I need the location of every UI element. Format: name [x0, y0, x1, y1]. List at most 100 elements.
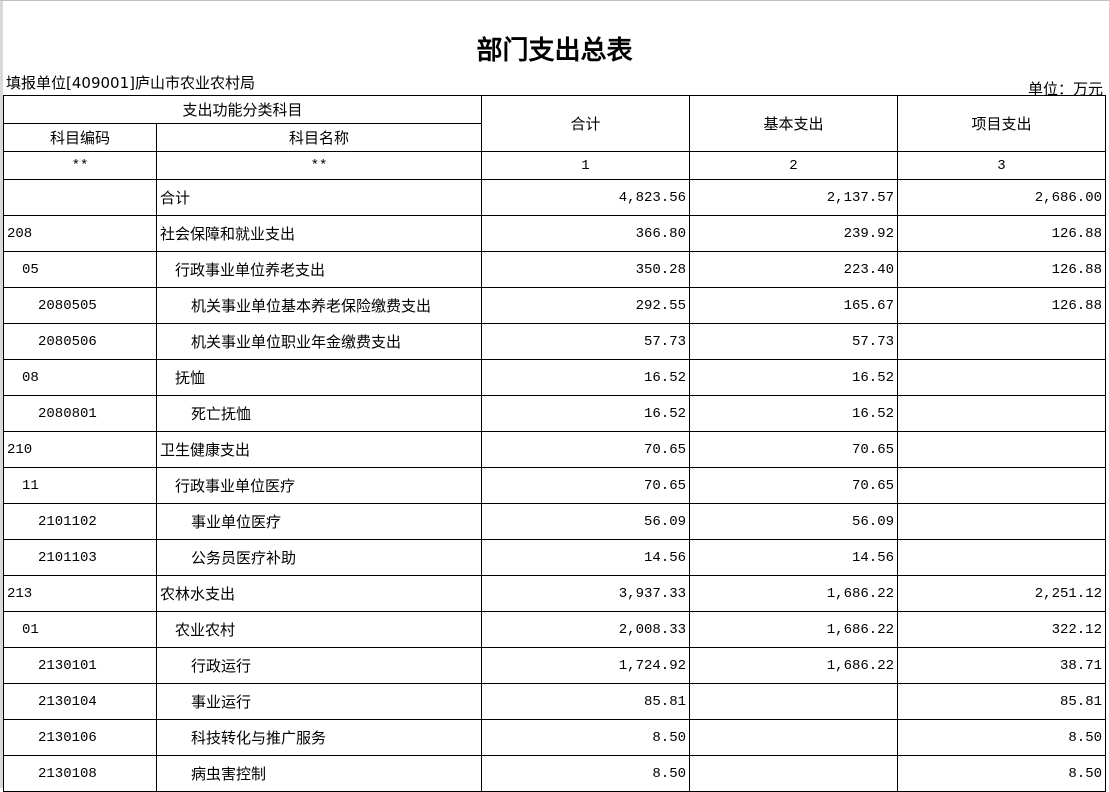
basic-cell[interactable]: 1,686.22 [689, 647, 898, 684]
table-row[interactable]: 213 农林水支出 3,937.33 1,686.22 2,251.12 [3, 575, 1106, 612]
name-cell[interactable]: 合计 [156, 179, 482, 216]
name-cell[interactable]: 卫生健康支出 [156, 431, 482, 468]
name-cell[interactable]: 事业单位医疗 [156, 503, 482, 540]
code-cell[interactable]: 2130104 [3, 683, 157, 720]
project-cell[interactable]: 85.81 [897, 683, 1106, 720]
project-cell[interactable]: 126.88 [897, 251, 1106, 288]
name-cell[interactable]: 公务员医疗补助 [156, 539, 482, 576]
basic-cell[interactable]: 16.52 [689, 395, 898, 432]
total-cell[interactable]: 350.28 [481, 251, 690, 288]
total-cell[interactable]: 2,008.33 [481, 611, 690, 648]
code-cell[interactable]: 213 [3, 575, 157, 612]
basic-cell[interactable]: 57.73 [689, 323, 898, 360]
basic-cell[interactable]: 70.65 [689, 467, 898, 504]
total-cell[interactable]: 3,937.33 [481, 575, 690, 612]
total-cell[interactable]: 8.50 [481, 755, 690, 792]
project-cell[interactable]: 2,686.00 [897, 179, 1106, 216]
total-cell[interactable]: 8.50 [481, 719, 690, 756]
basic-cell[interactable]: 165.67 [689, 287, 898, 324]
project-cell[interactable] [897, 395, 1106, 432]
code-cell[interactable] [3, 179, 157, 216]
table-row[interactable]: 05 行政事业单位养老支出 350.28 223.40 126.88 [3, 251, 1106, 288]
name-cell[interactable]: 机关事业单位基本养老保险缴费支出 [156, 287, 482, 324]
project-cell[interactable] [897, 323, 1106, 360]
table-row[interactable]: 2101103 公务员医疗补助 14.56 14.56 [3, 539, 1106, 576]
total-cell[interactable]: 1,724.92 [481, 647, 690, 684]
total-cell[interactable]: 70.65 [481, 467, 690, 504]
basic-cell[interactable]: 56.09 [689, 503, 898, 540]
table-row[interactable]: 2130108 病虫害控制 8.50 8.50 [3, 755, 1106, 792]
code-cell[interactable]: 2080506 [3, 323, 157, 360]
basic-cell[interactable]: 223.40 [689, 251, 898, 288]
name-cell[interactable]: 抚恤 [156, 359, 482, 396]
total-cell[interactable]: 366.80 [481, 215, 690, 252]
table-row[interactable]: 2080801 死亡抚恤 16.52 16.52 [3, 395, 1106, 432]
name-cell[interactable]: 病虫害控制 [156, 755, 482, 792]
total-cell[interactable]: 16.52 [481, 359, 690, 396]
name-cell[interactable]: 行政运行 [156, 647, 482, 684]
code-cell[interactable]: 210 [3, 431, 157, 468]
table-row[interactable]: 2130101 行政运行 1,724.92 1,686.22 38.71 [3, 647, 1106, 684]
code-cell[interactable]: 208 [3, 215, 157, 252]
table-row[interactable]: 2101102 事业单位医疗 56.09 56.09 [3, 503, 1106, 540]
project-cell[interactable]: 126.88 [897, 287, 1106, 324]
project-cell[interactable]: 38.71 [897, 647, 1106, 684]
basic-cell[interactable]: 239.92 [689, 215, 898, 252]
project-cell[interactable]: 322.12 [897, 611, 1106, 648]
basic-cell[interactable] [689, 683, 898, 720]
table-row[interactable]: 208 社会保障和就业支出 366.80 239.92 126.88 [3, 215, 1106, 252]
code-cell[interactable]: 2080801 [3, 395, 157, 432]
code-cell[interactable]: 2080505 [3, 287, 157, 324]
name-cell[interactable]: 死亡抚恤 [156, 395, 482, 432]
total-cell[interactable]: 4,823.56 [481, 179, 690, 216]
total-cell[interactable]: 85.81 [481, 683, 690, 720]
project-cell[interactable]: 8.50 [897, 755, 1106, 792]
table-row[interactable]: 01 农业农村 2,008.33 1,686.22 322.12 [3, 611, 1106, 648]
total-cell[interactable]: 292.55 [481, 287, 690, 324]
table-row[interactable]: 合计 4,823.56 2,137.57 2,686.00 [3, 179, 1106, 216]
basic-cell[interactable]: 1,686.22 [689, 575, 898, 612]
basic-cell[interactable] [689, 719, 898, 756]
name-cell[interactable]: 社会保障和就业支出 [156, 215, 482, 252]
name-cell[interactable]: 农林水支出 [156, 575, 482, 612]
basic-cell[interactable] [689, 755, 898, 792]
basic-cell[interactable]: 70.65 [689, 431, 898, 468]
project-cell[interactable] [897, 503, 1106, 540]
basic-cell[interactable]: 14.56 [689, 539, 898, 576]
total-cell[interactable]: 14.56 [481, 539, 690, 576]
name-cell[interactable]: 行政事业单位医疗 [156, 467, 482, 504]
table-row[interactable]: 11 行政事业单位医疗 70.65 70.65 [3, 467, 1106, 504]
table-row[interactable]: 210 卫生健康支出 70.65 70.65 [3, 431, 1106, 468]
total-cell[interactable]: 56.09 [481, 503, 690, 540]
total-cell[interactable]: 16.52 [481, 395, 690, 432]
project-cell[interactable] [897, 431, 1106, 468]
table-row[interactable]: 2080505 机关事业单位基本养老保险缴费支出 292.55 165.67 126.8… [3, 287, 1106, 324]
basic-cell[interactable]: 2,137.57 [689, 179, 898, 216]
code-cell[interactable]: 2101103 [3, 539, 157, 576]
table-row[interactable]: 2080506 机关事业单位职业年金缴费支出 57.73 57.73 [3, 323, 1106, 360]
code-cell[interactable]: 2130101 [3, 647, 157, 684]
basic-cell[interactable]: 1,686.22 [689, 611, 898, 648]
code-cell[interactable]: 05 [3, 251, 157, 288]
table-row[interactable]: 2130104 事业运行 85.81 85.81 [3, 683, 1106, 720]
name-cell[interactable]: 事业运行 [156, 683, 482, 720]
project-cell[interactable] [897, 467, 1106, 504]
project-cell[interactable]: 126.88 [897, 215, 1106, 252]
table-row[interactable]: 2130106 科技转化与推广服务 8.50 8.50 [3, 719, 1106, 756]
total-cell[interactable]: 57.73 [481, 323, 690, 360]
code-cell[interactable]: 2130106 [3, 719, 157, 756]
name-cell[interactable]: 科技转化与推广服务 [156, 719, 482, 756]
code-cell[interactable]: 2130108 [3, 755, 157, 792]
code-cell[interactable]: 08 [3, 359, 157, 396]
name-cell[interactable]: 农业农村 [156, 611, 482, 648]
code-cell[interactable]: 2101102 [3, 503, 157, 540]
code-cell[interactable]: 11 [3, 467, 157, 504]
project-cell[interactable] [897, 539, 1106, 576]
project-cell[interactable]: 8.50 [897, 719, 1106, 756]
project-cell[interactable] [897, 359, 1106, 396]
table-row[interactable]: 08 抚恤 16.52 16.52 [3, 359, 1106, 396]
basic-cell[interactable]: 16.52 [689, 359, 898, 396]
total-cell[interactable]: 70.65 [481, 431, 690, 468]
name-cell[interactable]: 机关事业单位职业年金缴费支出 [156, 323, 482, 360]
project-cell[interactable]: 2,251.12 [897, 575, 1106, 612]
